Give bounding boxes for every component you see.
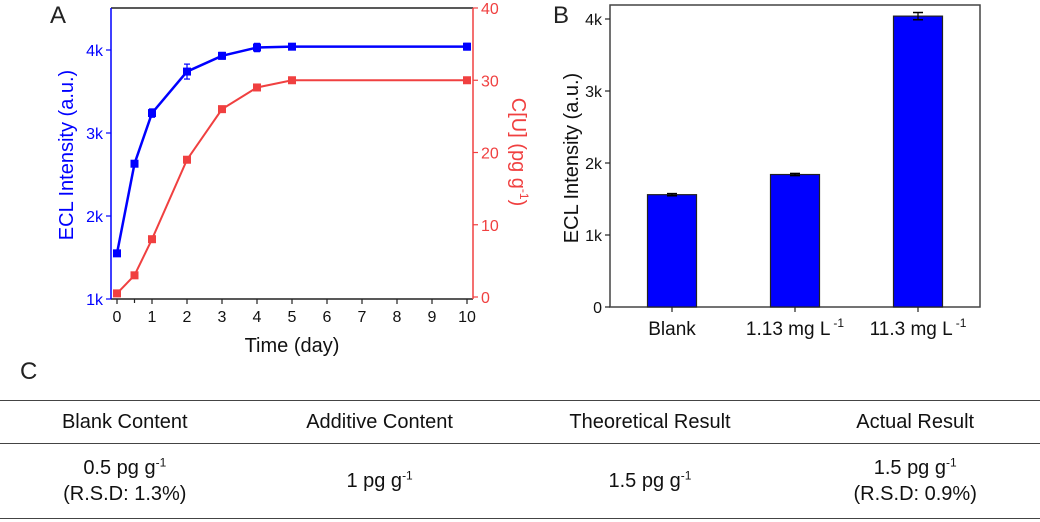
chart-a-x-tick-label: 1 xyxy=(148,309,157,326)
chart-b-x-tick-label: Blank xyxy=(648,319,696,340)
header-actual-result: Actual Result xyxy=(790,400,1040,444)
data-point-uranium-concentration xyxy=(253,83,261,92)
data-point-ecl-intensity xyxy=(130,159,139,168)
chart-a-y-tick-label: 1k xyxy=(86,292,104,309)
chart-a-y2-tick-label: 0 xyxy=(481,290,490,307)
chart-a-y-tick-label: 4k xyxy=(86,43,104,60)
chart-a-x-tick-label: 0 xyxy=(113,309,122,326)
chart-b-x-tick-label: 1.13 mg L -1 xyxy=(746,316,844,340)
chart-a-x-tick-label: 8 xyxy=(393,309,402,326)
chart-a-x-tick-label: 5 xyxy=(288,309,297,326)
chart-a-y-tick-label: 3k xyxy=(86,126,104,143)
chart-a-y2label: C[U] (pg g-1) xyxy=(507,98,531,207)
chart-a-x-tick-label: 9 xyxy=(428,309,437,326)
data-point-uranium-concentration xyxy=(113,289,121,298)
y2label-main: C[U] (pg g xyxy=(507,98,529,189)
chart-a-x-tick-label: 6 xyxy=(323,309,332,326)
data-point-uranium-concentration xyxy=(218,105,226,114)
data-point-uranium-concentration xyxy=(288,76,296,85)
cell-actual-result: 1.5 pg g-1 (R.S.D: 0.9%) xyxy=(790,443,1040,519)
chart-a-y-tick-label: 2k xyxy=(86,209,104,226)
category-label-sup: -1 xyxy=(833,316,844,330)
cell-blank-content: 0.5 pg g-1 (R.S.D: 1.3%) xyxy=(0,443,250,519)
chart-a: 0 1 2 3 4 5 6 7 8 9 10 1k 2k 3k 4k 0 10 20 30 40 ECL Intens… xyxy=(56,1,531,357)
category-label: Blank xyxy=(648,319,696,340)
series-line-uranium-concentration xyxy=(116,79,467,295)
results-table: Blank Content Additive Content Theoretic… xyxy=(0,400,1040,519)
data-point-ecl-intensity xyxy=(218,51,226,60)
chart-a-x-tick-label: 3 xyxy=(218,309,227,326)
y2label-sup: -1 xyxy=(517,189,531,200)
data-point-ecl-intensity xyxy=(183,67,191,76)
table-header-row: Blank Content Additive Content Theoretic… xyxy=(0,400,1040,444)
data-point-uranium-concentration xyxy=(463,76,471,85)
data-point-ecl-intensity xyxy=(288,42,296,51)
bar-2 xyxy=(892,15,944,308)
chart-a-x-tick-label: 4 xyxy=(253,309,262,326)
data-point-ecl-intensity xyxy=(253,43,261,52)
header-additive-content: Additive Content xyxy=(249,400,510,444)
y2label-close: ) xyxy=(507,200,529,207)
chart-b-y-tick-label: 3k xyxy=(585,84,603,101)
data-point-uranium-concentration xyxy=(130,271,139,280)
chart-a-xlabel: Time (day) xyxy=(245,335,340,357)
bar-1 xyxy=(769,173,821,308)
data-point-ecl-intensity xyxy=(148,109,156,118)
chart-a-x-tick-label: 10 xyxy=(458,309,476,326)
chart-b-y-tick-label: 1k xyxy=(585,228,603,245)
chart-a-y2-tick-label: 10 xyxy=(481,218,499,235)
chart-b-x-tick-label: 11.3 mg L -1 xyxy=(870,316,967,340)
cell-theoretical-result: 1.5 pg g-1 xyxy=(509,443,791,519)
data-point-ecl-intensity xyxy=(463,42,471,51)
chart-b-y-tick-label: 2k xyxy=(585,156,603,173)
data-point-ecl-intensity xyxy=(113,249,121,258)
category-label-sup: -1 xyxy=(956,316,967,330)
cell-additive-content: 1 pg g-1 xyxy=(249,443,510,519)
chart-a-x-tick-label: 2 xyxy=(183,309,192,326)
chart-a-y2-tick-label: 40 xyxy=(481,1,499,18)
bar-0 xyxy=(646,194,698,308)
header-theoretical-result: Theoretical Result xyxy=(509,400,791,444)
panel-a-label: A xyxy=(50,2,67,29)
table-row: 0.5 pg g-1 (R.S.D: 1.3%) 1 pg g-1 1.5 pg … xyxy=(0,443,1040,519)
data-point-uranium-concentration xyxy=(183,155,191,164)
category-label: 1.13 mg L xyxy=(746,319,831,340)
category-label: 11.3 mg L xyxy=(870,319,953,340)
chart-b-ylabel: ECL Intensity (a.u.) xyxy=(561,73,583,243)
header-blank-content: Blank Content xyxy=(0,400,250,444)
chart-a-y2-tick-label: 30 xyxy=(481,73,499,90)
data-point-uranium-concentration xyxy=(148,235,156,244)
chart-b-y-tick-label: 0 xyxy=(593,300,602,317)
panel-c-label: C xyxy=(20,358,38,385)
chart-a-y2-tick-label: 20 xyxy=(481,146,499,163)
series-line-ecl-intensity xyxy=(115,45,467,254)
chart-b-y-tick-label: 4k xyxy=(585,12,603,29)
chart-a-ylabel: ECL Intensity (a.u.) xyxy=(56,70,78,240)
chart-a-x-tick-label: 7 xyxy=(358,309,367,326)
panel-b-label: B xyxy=(553,2,570,29)
